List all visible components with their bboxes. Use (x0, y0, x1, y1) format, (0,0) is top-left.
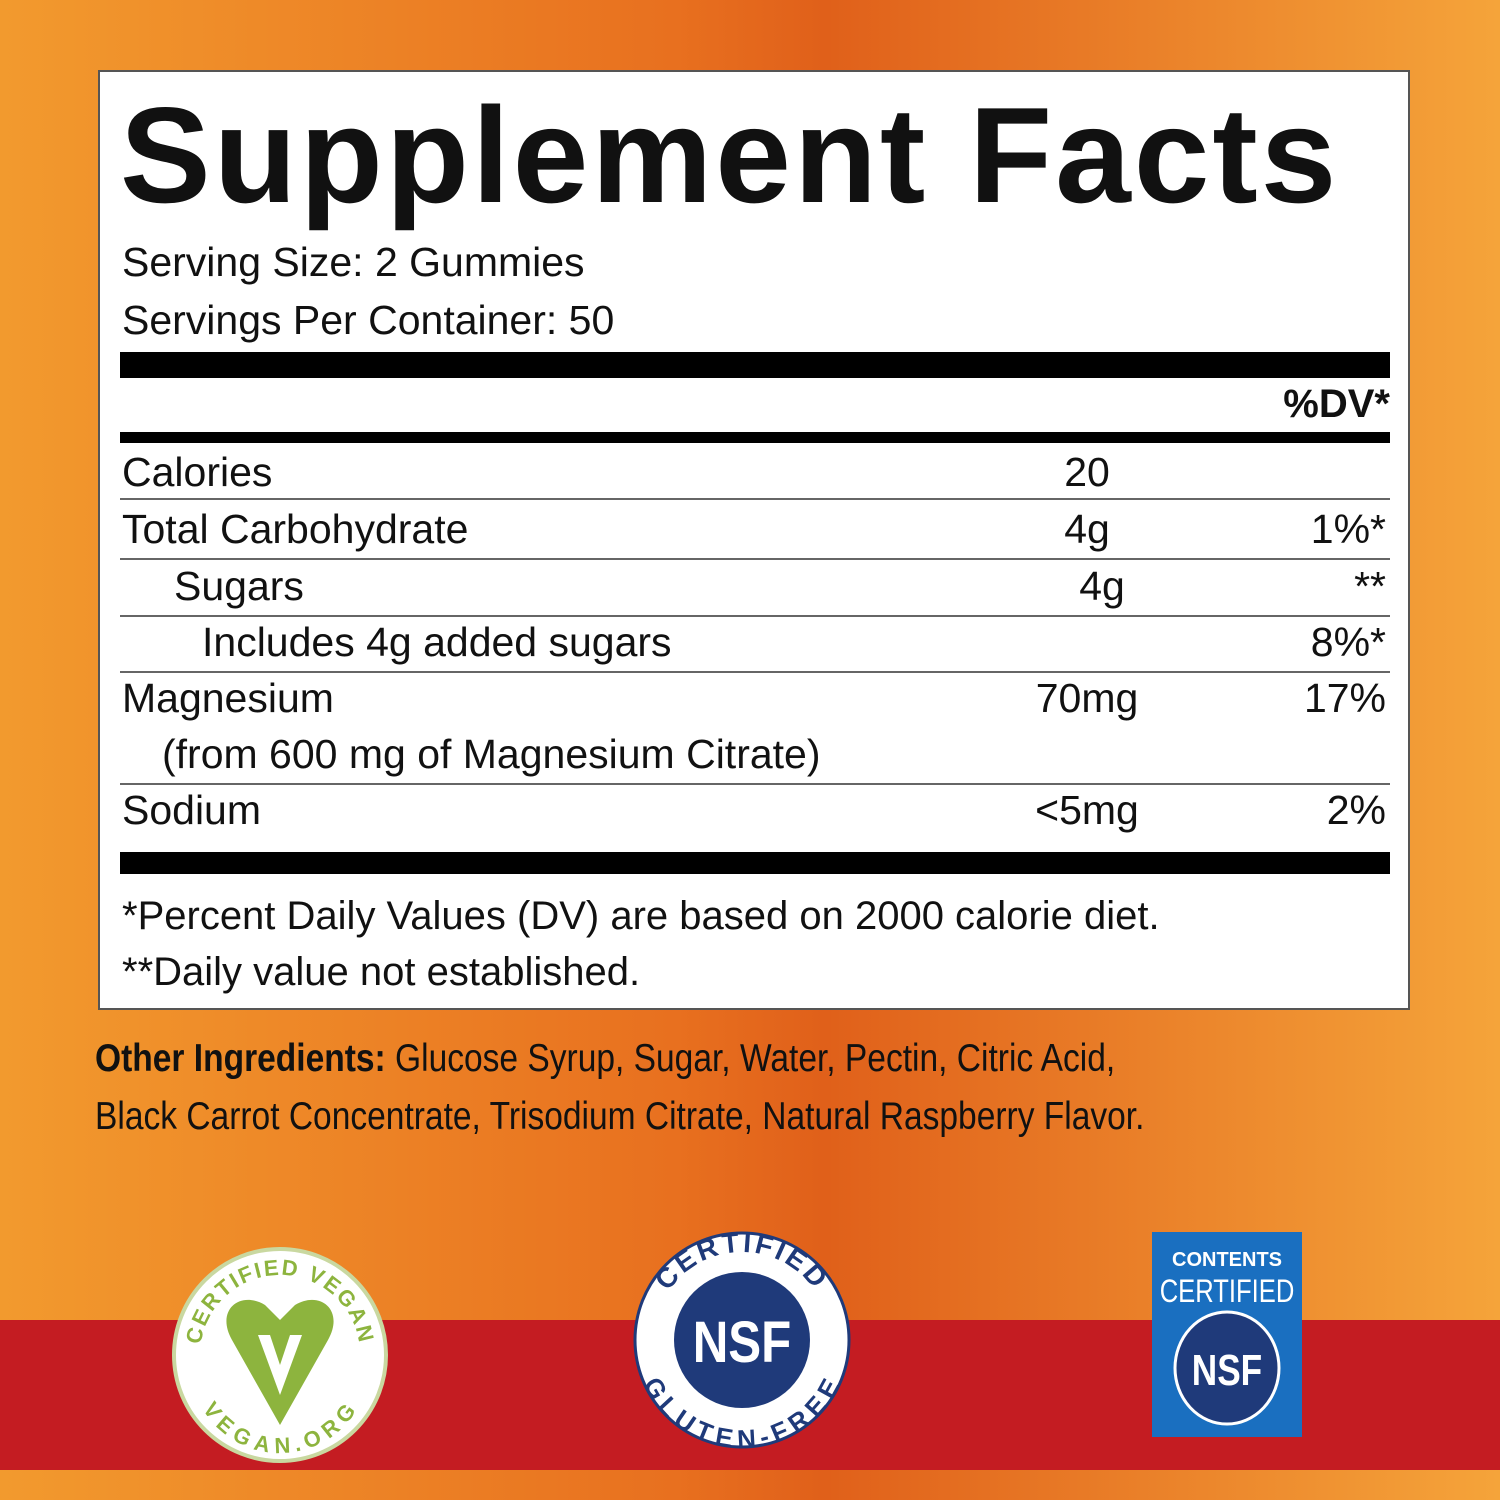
nsf-gluten-free-badge: NSF CERTIFIED GLUTEN-FREE (633, 1230, 851, 1450)
panel-title: Supplement Facts (120, 79, 1340, 231)
footnote-dv: *Percent Daily Values (DV) are based on … (122, 894, 1160, 938)
contents-text: CONTENTS (1172, 1249, 1282, 1271)
nutrient-dv: 8%* (1310, 619, 1386, 665)
nutrient-row: Calories 20 (122, 444, 1390, 500)
nutrient-row: Magnesium 70mg 17% (122, 670, 1390, 726)
divider-thick (120, 852, 1390, 874)
nutrient-amount: 70mg (1035, 675, 1139, 721)
nutrient-source: (from 600 mg of Magnesium Citrate) (162, 731, 821, 777)
nutrient-amount: 4g (1079, 563, 1125, 609)
divider (120, 615, 1390, 617)
v-icon (258, 1335, 302, 1395)
nutrient-name: Total Carbohydrate (122, 506, 469, 552)
certified-vegan-badge: CERTIFIED VEGAN VEGAN.ORG (172, 1247, 388, 1463)
nsf-text: NSF (1192, 1346, 1262, 1395)
nutrient-name: Calories (122, 449, 273, 495)
nutrient-dv: 1%* (1310, 506, 1386, 552)
other-ingredients: Other Ingredients: Glucose Syrup, Sugar,… (95, 1030, 1196, 1146)
nutrient-row: Sodium <5mg 2% (122, 782, 1390, 838)
nutrient-dv: 2% (1326, 787, 1386, 833)
servings-per-container: Servings Per Container: 50 (122, 297, 615, 343)
nutrient-dv: ** (1354, 563, 1386, 609)
nsf-text: NSF (693, 1310, 792, 1375)
nutrient-name: Sugars (174, 563, 304, 609)
divider-medium (120, 432, 1390, 443)
dv-header: %DV* (1283, 382, 1390, 426)
certified-text: CERTIFIED (1160, 1274, 1295, 1309)
divider (120, 558, 1390, 560)
nsf-contents-certified-badge: CONTENTS CERTIFIED NSF (1152, 1232, 1302, 1437)
divider (120, 671, 1390, 673)
other-ingredients-label: Other Ingredients: (95, 1037, 386, 1080)
nutrient-name: Magnesium (122, 675, 334, 721)
footnote-not-established: **Daily value not established. (122, 950, 641, 994)
nutrient-row: Sugars 4g ** (122, 558, 1390, 614)
other-ingredients-text: Glucose Syrup, Sugar, Water, Pectin, Cit… (95, 1037, 1145, 1138)
divider (120, 783, 1390, 785)
nutrient-row: Includes 4g added sugars 8%* (122, 614, 1390, 670)
divider (120, 498, 1390, 500)
nutrient-name: Includes 4g added sugars (202, 619, 672, 665)
supplement-facts-panel: Supplement Facts Serving Size: 2 Gummies… (98, 70, 1410, 1010)
nutrient-row: Total Carbohydrate 4g 1%* (122, 501, 1390, 557)
nutrient-dv: 17% (1303, 675, 1386, 721)
serving-size: Serving Size: 2 Gummies (122, 239, 585, 285)
heart-icon (226, 1299, 334, 1425)
nutrient-name: Sodium (122, 787, 262, 833)
nutrient-amount: <5mg (1035, 787, 1139, 833)
nutrient-amount: 4g (1064, 506, 1110, 552)
divider-thick (120, 352, 1390, 378)
nutrient-subrow: (from 600 mg of Magnesium Citrate) (122, 726, 1390, 782)
nutrient-amount: 20 (1064, 449, 1110, 495)
